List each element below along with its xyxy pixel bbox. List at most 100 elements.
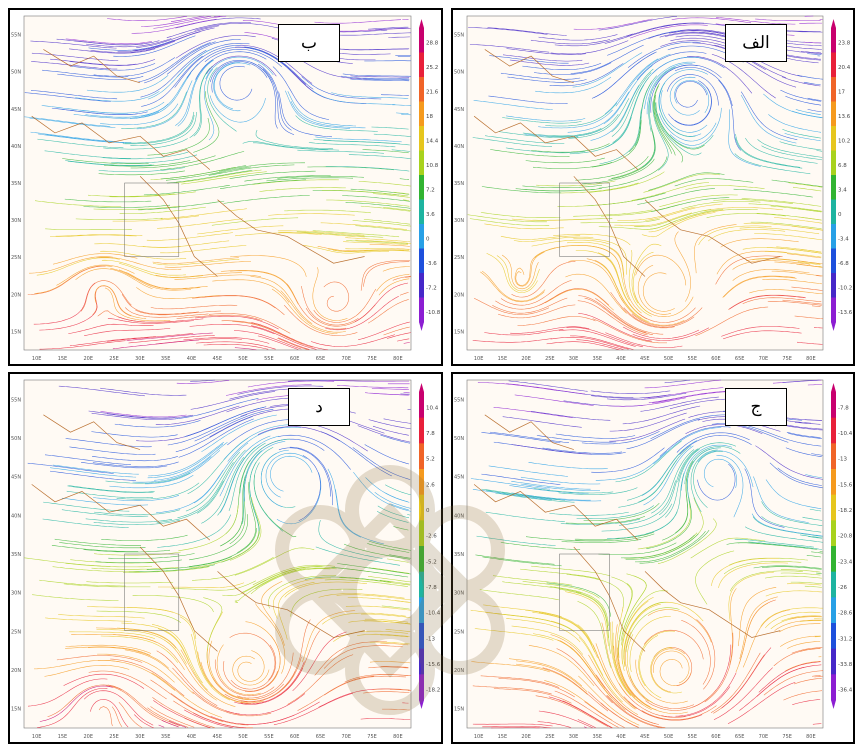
- longitude-tick-label: 70E: [759, 734, 769, 740]
- longitude-tick-label: 55E: [264, 734, 274, 740]
- colorbar-tick-label: 10.8: [426, 163, 439, 169]
- longitude-tick-label: 10E: [474, 356, 484, 362]
- colorbar-tick-label: 2.6: [426, 482, 435, 488]
- longitude-tick-label: 35E: [161, 734, 171, 740]
- longitude-tick-label: 50E: [664, 734, 674, 740]
- latitude-tick-label: 15N: [454, 329, 464, 335]
- colorbar-tick-label: -23.4: [838, 559, 853, 565]
- latitude-tick-label: 30N: [454, 591, 464, 597]
- latitude-tick-label: 20N: [11, 668, 21, 674]
- colorbar-tick-label: -7.2: [426, 286, 437, 292]
- longitude-tick-label: 25E: [109, 356, 119, 362]
- longitude-tick-label: 70E: [342, 356, 352, 362]
- colorbar: 10.4 7.8 5.2 2.6 0 -2.6 -5.2 -7.8 -10.4 -13 -15.6 -…: [419, 383, 441, 709]
- colorbar: 23.8 20.4 17 13.6 10.2 6.8 3.4 0 -3.4 -6.8 -10.2 -1…: [831, 19, 853, 331]
- colorbar-tick-label: -33.8: [838, 662, 853, 668]
- colorbar-tick-label: -18.2: [838, 508, 852, 514]
- longitude-tick-label: 45E: [213, 734, 223, 740]
- colorbar-tick-label: -7.8: [838, 405, 849, 411]
- colorbar-tick-label: -2.6: [426, 534, 437, 540]
- latitude-tick-label: 15N: [11, 707, 21, 713]
- longitude-tick-label: 60E: [290, 356, 300, 362]
- longitude-tick-label: 35E: [593, 734, 603, 740]
- latitude-tick-label: 30N: [11, 591, 21, 597]
- longitude-tick-label: 75E: [367, 356, 377, 362]
- colorbar-tick-label: 28.8: [426, 41, 439, 47]
- longitude-tick-label: 35E: [593, 356, 603, 362]
- panel-label-jim: ج: [725, 388, 787, 426]
- latitude-tick-label: 35N: [11, 552, 21, 558]
- latitude-tick-label: 25N: [11, 255, 21, 261]
- colorbar-tick-label: 0: [426, 508, 430, 514]
- colorbar-tick-label: 6.8: [838, 163, 847, 169]
- longitude-tick-label: 50E: [238, 734, 248, 740]
- latitude-tick-label: 25N: [454, 255, 464, 261]
- latitude-tick-label: 35N: [454, 181, 464, 187]
- panel-label-alef: الف: [725, 24, 787, 62]
- colorbar-tick-label: 0: [838, 212, 842, 218]
- colorbar: -7.8 -10.4 -13 -15.6 -18.2 -20.8 -23.4 -26 -28.6…: [831, 383, 853, 709]
- colorbar: 28.8 25.2 21.6 18 14.4 10.8 7.2 3.6 0 -3.6 -7.2 -10…: [419, 19, 441, 331]
- latitude-tick-label: 45N: [11, 475, 21, 481]
- colorbar-tick-label: -10.2: [838, 286, 852, 292]
- colorbar-tick-label: -15.6: [426, 662, 441, 668]
- latitude-tick-label: 40N: [11, 144, 21, 150]
- colorbar-tick-label: 25.2: [426, 65, 438, 71]
- longitude-tick-label: 80E: [393, 356, 403, 362]
- map-panel-alef: 55N 50N 45N 40N 35N 30N 25N 20N 15N 10E 15E 20E 25E 3…: [451, 8, 855, 366]
- longitude-tick-label: 55E: [264, 356, 274, 362]
- colorbar-tick-label: 10.2: [838, 139, 850, 145]
- longitude-tick-label: 35E: [161, 356, 171, 362]
- colorbar-tick-label: 0: [426, 237, 430, 243]
- latitude-tick-label: 20N: [11, 292, 21, 298]
- longitude-tick-label: 55E: [687, 734, 697, 740]
- latitude-tick-label: 50N: [454, 70, 464, 76]
- longitude-tick-label: 80E: [806, 734, 816, 740]
- colorbar-tick-label: -10.8: [426, 310, 441, 316]
- colorbar-tick-label: -28.6: [838, 611, 853, 617]
- longitude-tick-label: 65E: [316, 356, 326, 362]
- colorbar-tick-label: -10.4: [426, 611, 441, 617]
- streamlines: [470, 379, 824, 729]
- colorbar-tick-label: 20.4: [838, 65, 851, 71]
- latitude-tick-label: 55N: [454, 397, 464, 403]
- longitude-tick-label: 50E: [238, 356, 248, 362]
- streamlines: [24, 15, 412, 351]
- longitude-tick-label: 40E: [187, 734, 197, 740]
- colorbar-tick-label: 7.8: [426, 431, 435, 437]
- longitude-tick-label: 80E: [393, 734, 403, 740]
- latitude-tick-label: 45N: [454, 107, 464, 113]
- colorbar-tick-label: -5.2: [426, 559, 437, 565]
- colorbar-tick-label: -26: [838, 585, 847, 591]
- longitude-tick-label: 10E: [32, 356, 42, 362]
- colorbar-tick-label: 10.4: [426, 405, 439, 411]
- longitude-tick-label: 40E: [616, 734, 626, 740]
- colorbar-tick-label: 3.6: [426, 212, 435, 218]
- colorbar-tick-label: 14.4: [426, 139, 439, 145]
- map-panel-dal: 55N 50N 45N 40N 35N 30N 25N 20N 15N 10E 15E 20E 25E 3…: [8, 372, 443, 744]
- longitude-tick-label: 30E: [135, 356, 145, 362]
- longitude-tick-label: 65E: [316, 734, 326, 740]
- colorbar-tick-label: 5.2: [426, 457, 435, 463]
- map-panel-jim: 55N 50N 45N 40N 35N 30N 25N 20N 15N 10E 15E 20E 25E 3…: [451, 372, 855, 744]
- longitude-tick-label: 60E: [711, 734, 721, 740]
- latitude-tick-label: 35N: [454, 552, 464, 558]
- streamline-map-jim: 55N 50N 45N 40N 35N 30N 25N 20N 15N 10E 15E 20E 25E 3…: [454, 379, 853, 740]
- streamlines: [24, 379, 412, 729]
- latitude-tick-label: 25N: [454, 629, 464, 635]
- longitude-tick-label: 60E: [711, 356, 721, 362]
- latitude-tick-label: 30N: [454, 218, 464, 224]
- latitude-tick-label: 25N: [11, 629, 21, 635]
- colorbar-tick-label: 17: [838, 90, 845, 96]
- colorbar-tick-label: 13.6: [838, 114, 851, 120]
- colorbar-tick-label: 21.6: [426, 90, 439, 96]
- colorbar-tick-label: -31.2: [838, 636, 852, 642]
- longitude-tick-label: 40E: [616, 356, 626, 362]
- latitude-tick-label: 30N: [11, 218, 21, 224]
- colorbar-tick-label: 23.8: [838, 41, 851, 47]
- longitude-tick-label: 25E: [109, 734, 119, 740]
- latitude-tick-label: 15N: [454, 707, 464, 713]
- longitude-tick-label: 30E: [569, 356, 579, 362]
- colorbar-tick-label: 18: [426, 114, 433, 120]
- longitude-tick-label: 65E: [735, 734, 745, 740]
